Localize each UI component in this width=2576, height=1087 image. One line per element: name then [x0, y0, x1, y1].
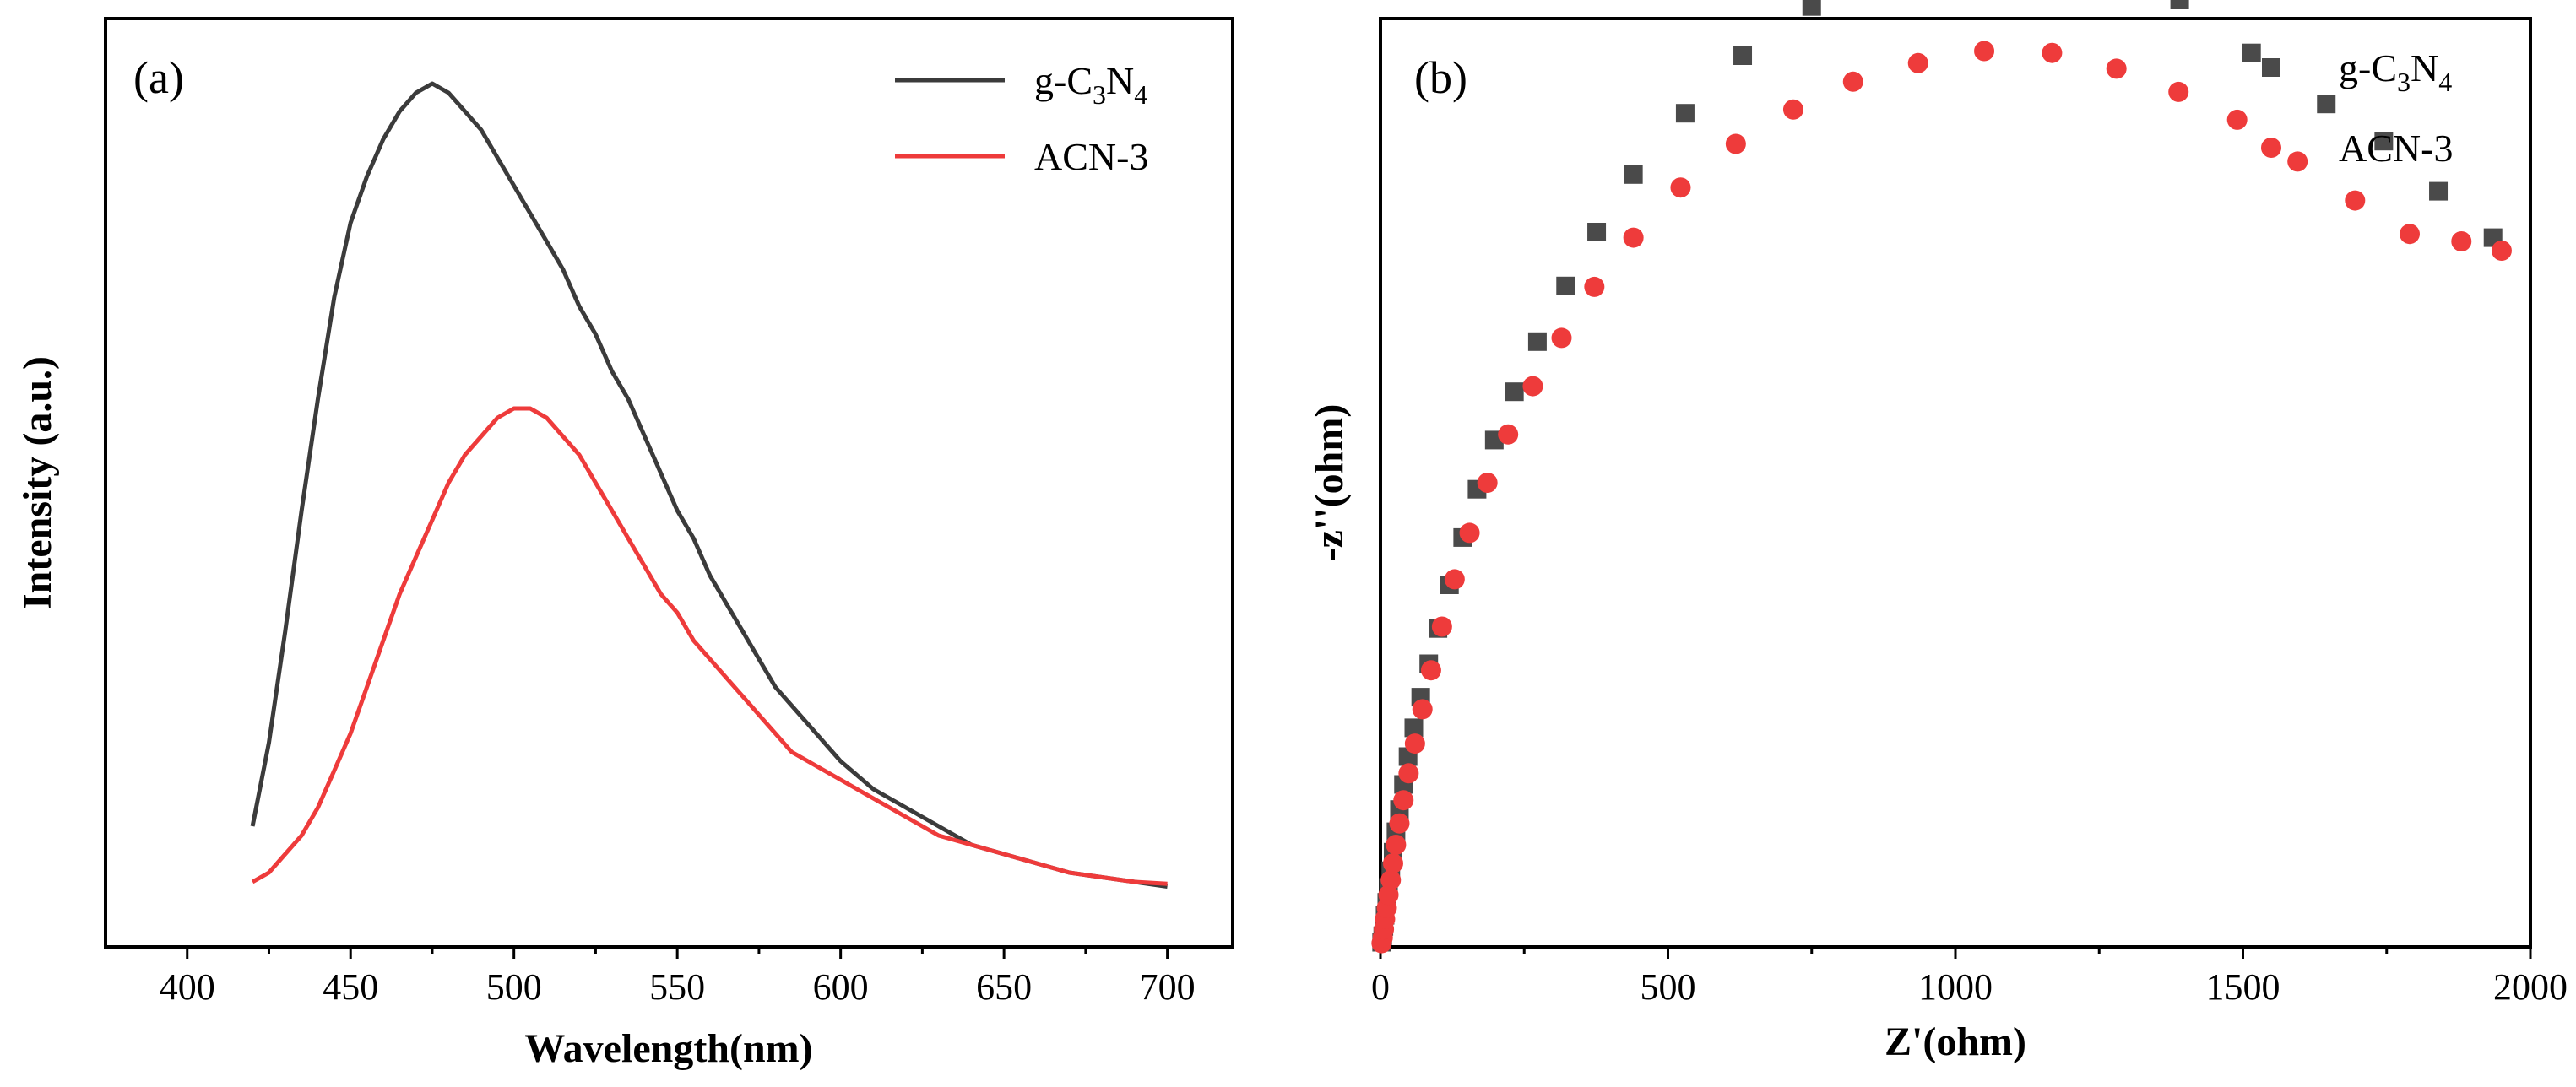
panel-b-data-point — [1551, 327, 1572, 349]
panel-b-x-axis: 0 500 1000 1500 2000 — [1371, 947, 2568, 1008]
panel-b-data-point — [1404, 733, 1425, 754]
panel-b-legend-swatch — [2261, 138, 2281, 158]
panel-b-data-point — [2429, 181, 2449, 201]
panel-b-data-point — [1412, 699, 1433, 720]
panel-b-data-point — [1842, 71, 1863, 92]
panel-b-data-point — [1444, 569, 1465, 590]
panel-b-data-point — [1670, 177, 1691, 198]
panel-b-data-point — [1907, 52, 1928, 73]
panel-b-data-point — [2106, 58, 2127, 79]
panel-b-legend-swatch — [2262, 58, 2280, 77]
panel-a-legend: g-C3N4 ACN-3 — [895, 59, 1148, 178]
panel-a-x-tick-label: 700 — [1140, 966, 1196, 1008]
panel-a-x-tick-label: 600 — [813, 966, 869, 1008]
panel-b-data-point — [1733, 46, 1753, 65]
panel-b-x-axis-title: Z'(ohm) — [1885, 1019, 2026, 1064]
panel-b-data-point — [2168, 81, 2189, 102]
panel-b-data-point — [1974, 41, 1995, 62]
panel-b-data-point — [1477, 473, 1498, 493]
panel-a-series-line — [250, 81, 1168, 889]
panel-b-data-point — [1389, 813, 1410, 834]
panel-b-data-point — [2399, 224, 2420, 245]
panel-b-eis-nyquist: 0 500 1000 1500 2000 (b) Z'(ohm) -z''(ohm) g… — [1307, 0, 2568, 1064]
panel-b-x-tick-label: 1500 — [2206, 966, 2280, 1008]
panel-b-data-point — [2170, 0, 2189, 9]
panel-b-data-point — [1505, 382, 1524, 402]
panel-b-legend: g-C3N4 ACN-3 — [2261, 46, 2453, 170]
panel-b-data-point — [1725, 133, 1746, 154]
panel-b-data-point — [1386, 835, 1407, 855]
panel-a-series-line — [251, 406, 1168, 886]
panel-a-series-2 — [251, 406, 1168, 886]
panel-b-data-point — [2451, 231, 2472, 251]
panel-a-y-axis-title: Intensity (a.u.) — [15, 356, 60, 609]
panel-b-y-axis-title: -z''(ohm) — [1307, 404, 1352, 562]
panel-b-data-point — [1782, 99, 1803, 120]
panel-b-data-point — [1420, 660, 1441, 681]
panel-b-data-point — [2374, 132, 2394, 151]
panel-b-data-point — [1556, 276, 1575, 295]
panel-a-x-tick-label: 500 — [486, 966, 542, 1008]
panel-b-data-point — [2317, 95, 2336, 114]
panel-b-x-tick-label: 500 — [1641, 966, 1696, 1008]
panel-b-data-point — [1802, 0, 1821, 16]
panel-a-x-axis-title: Wavelength(nm) — [524, 1026, 812, 1071]
panel-b-data-point — [1404, 718, 1424, 738]
panel-b-data-point — [1623, 227, 1644, 248]
panel-b-data-point — [1584, 276, 1605, 297]
panel-b-data-point — [1498, 424, 1519, 445]
panel-b-data-point — [1398, 763, 1419, 784]
panel-b-series — [1371, 0, 2512, 954]
panel-b-data-point — [2242, 43, 2261, 62]
panel-b-data-point — [2491, 241, 2512, 261]
panel-b-data-point — [1587, 223, 1607, 241]
panel-a-legend-label: ACN-3 — [1034, 135, 1148, 178]
panel-b-x-tick-label: 0 — [1371, 966, 1390, 1008]
panel-a-x-tick-label: 400 — [160, 966, 215, 1008]
panel-a-label: (a) — [133, 52, 184, 103]
panel-b-data-point — [2345, 190, 2366, 211]
panel-a-x-tick-label: 450 — [323, 966, 378, 1008]
panel-b-x-tick-label: 2000 — [2493, 966, 2568, 1008]
panel-b-data-point — [1380, 869, 1402, 890]
panel-a-x-tick-label: 550 — [649, 966, 705, 1008]
panel-a-x-axis: 400 450 500 550 600 650 700 — [160, 947, 1196, 1008]
panel-b-legend-label: g-C3N4 — [2339, 46, 2452, 97]
panel-b-data-point — [1624, 165, 1643, 184]
panel-b-data-point — [2287, 151, 2308, 172]
panel-a-series — [250, 81, 1168, 889]
panel-b-series-1 — [1372, 0, 2503, 952]
panel-b-data-point — [1522, 376, 1543, 397]
panel-a-x-tick-label: 650 — [976, 966, 1032, 1008]
panel-a-frame — [104, 17, 1234, 949]
panel-b-data-point — [1675, 104, 1695, 123]
panel-b-label: (b) — [1414, 52, 1467, 103]
panel-a-legend-label: g-C3N4 — [1034, 59, 1147, 110]
panel-a-pl-spectra: 400 450 500 550 600 650 700 (a) Wavelength(nm)… — [15, 17, 1234, 1071]
panel-b-data-point — [1378, 884, 1399, 906]
panel-a-series-1 — [250, 81, 1168, 889]
panel-b-data-point — [2042, 42, 2063, 63]
panel-b-legend-label: ACN-3 — [2339, 127, 2453, 170]
panel-b-series-2 — [1371, 41, 2512, 954]
panel-b-data-point — [1382, 853, 1403, 873]
panel-b-data-point — [1527, 332, 1547, 351]
panel-b-data-point — [1393, 790, 1414, 811]
panel-b-data-point — [2226, 109, 2248, 130]
panel-b-x-tick-label: 1000 — [1918, 966, 1993, 1008]
panel-b-data-point — [1459, 522, 1480, 544]
panel-b-data-point — [1431, 616, 1452, 637]
